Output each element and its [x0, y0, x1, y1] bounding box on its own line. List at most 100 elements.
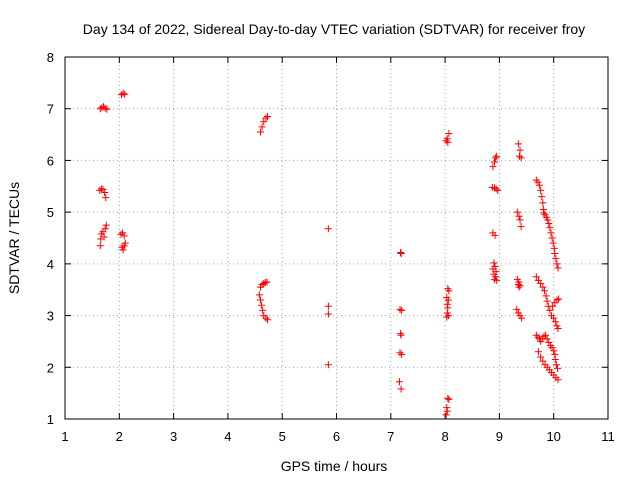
data-point: [551, 350, 559, 358]
data-point: [549, 239, 557, 247]
x-tick-label: 4: [224, 429, 231, 444]
data-point: [490, 259, 498, 267]
data-point: [263, 278, 271, 286]
data-point: [261, 278, 269, 286]
x-tick-label: 10: [546, 429, 560, 444]
data-point: [550, 347, 558, 355]
data-point: [517, 223, 525, 231]
data-point: [534, 333, 542, 341]
data-point: [534, 348, 542, 356]
x-tick-label: 3: [170, 429, 177, 444]
data-point: [443, 135, 451, 143]
data-point: [537, 280, 545, 288]
data-point: [101, 225, 109, 233]
data-point: [550, 314, 558, 322]
data-point: [258, 123, 266, 131]
data-point: [395, 378, 403, 386]
y-tick-label: 2: [47, 360, 54, 375]
data-point: [444, 394, 452, 402]
data-point: [260, 280, 268, 288]
data-point: [539, 357, 547, 365]
data-point: [517, 154, 525, 162]
data-point: [445, 395, 453, 403]
data-point: [551, 356, 559, 364]
data-point: [513, 305, 521, 313]
data-point: [262, 314, 270, 322]
y-tick-label: 7: [47, 102, 54, 117]
data-point: [553, 260, 561, 268]
data-point: [544, 216, 552, 224]
data-point: [444, 138, 452, 146]
data-point: [444, 312, 452, 320]
data-point: [532, 273, 540, 281]
data-point: [552, 361, 560, 369]
y-tick-label: 6: [47, 153, 54, 168]
chart-title: Day 134 of 2022, Sidereal Day-to-day VTE…: [83, 21, 585, 37]
data-point: [555, 295, 563, 303]
x-tick-label: 8: [441, 429, 448, 444]
data-point: [537, 186, 545, 194]
data-point: [255, 291, 263, 299]
y-tick-label: 3: [47, 309, 54, 324]
data-point: [552, 255, 560, 263]
data-point: [103, 105, 111, 113]
data-point: [96, 186, 104, 194]
data-point: [542, 331, 550, 339]
data-point: [554, 325, 562, 332]
data-point: [539, 199, 547, 207]
data-point: [494, 186, 502, 194]
data-point: [256, 128, 264, 136]
data-point: [545, 220, 553, 228]
x-tick-label: 7: [387, 429, 394, 444]
data-point: [99, 185, 107, 193]
y-axis-label: SDTVAR / TECUs: [6, 182, 22, 294]
grid-lines: [65, 57, 608, 419]
x-tick-label: 5: [279, 429, 286, 444]
data-point: [546, 306, 554, 314]
data-point: [443, 313, 451, 321]
data-point: [102, 221, 110, 229]
data-point: [101, 188, 109, 196]
data-point: [262, 114, 270, 122]
x-tick-label: 2: [116, 429, 123, 444]
data-point: [264, 112, 272, 120]
x-tick-label: 6: [333, 429, 340, 444]
data-point: [442, 411, 450, 419]
data-point: [516, 146, 524, 154]
data-point: [513, 208, 521, 216]
data-point: [542, 292, 550, 300]
data-point: [553, 296, 561, 304]
data-point: [397, 250, 405, 258]
data-point: [324, 310, 332, 318]
data-point: [547, 229, 555, 237]
data-point: [397, 330, 405, 338]
data-point: [551, 250, 559, 258]
y-tick-label: 4: [47, 257, 54, 272]
data-point: [98, 104, 106, 112]
data-point: [546, 224, 554, 232]
data-point: [492, 154, 500, 162]
data-point: [540, 209, 548, 217]
data-point: [518, 314, 526, 322]
data-point: [443, 407, 451, 415]
data-points: [96, 89, 563, 419]
data-point: [398, 306, 406, 314]
x-axis-label: GPS time / hours: [281, 458, 388, 474]
data-point: [554, 264, 562, 272]
data-point: [551, 318, 559, 326]
data-point: [492, 185, 500, 193]
data-point: [102, 194, 110, 202]
data-point: [96, 242, 104, 250]
data-point: [515, 283, 523, 291]
data-point: [554, 376, 562, 384]
data-point: [445, 130, 453, 138]
data-point: [537, 353, 545, 361]
data-point: [493, 276, 501, 284]
data-point: [117, 230, 125, 238]
data-point: [260, 118, 268, 126]
data-point: [324, 302, 332, 310]
data-point: [259, 306, 267, 314]
data-point: [443, 404, 451, 412]
